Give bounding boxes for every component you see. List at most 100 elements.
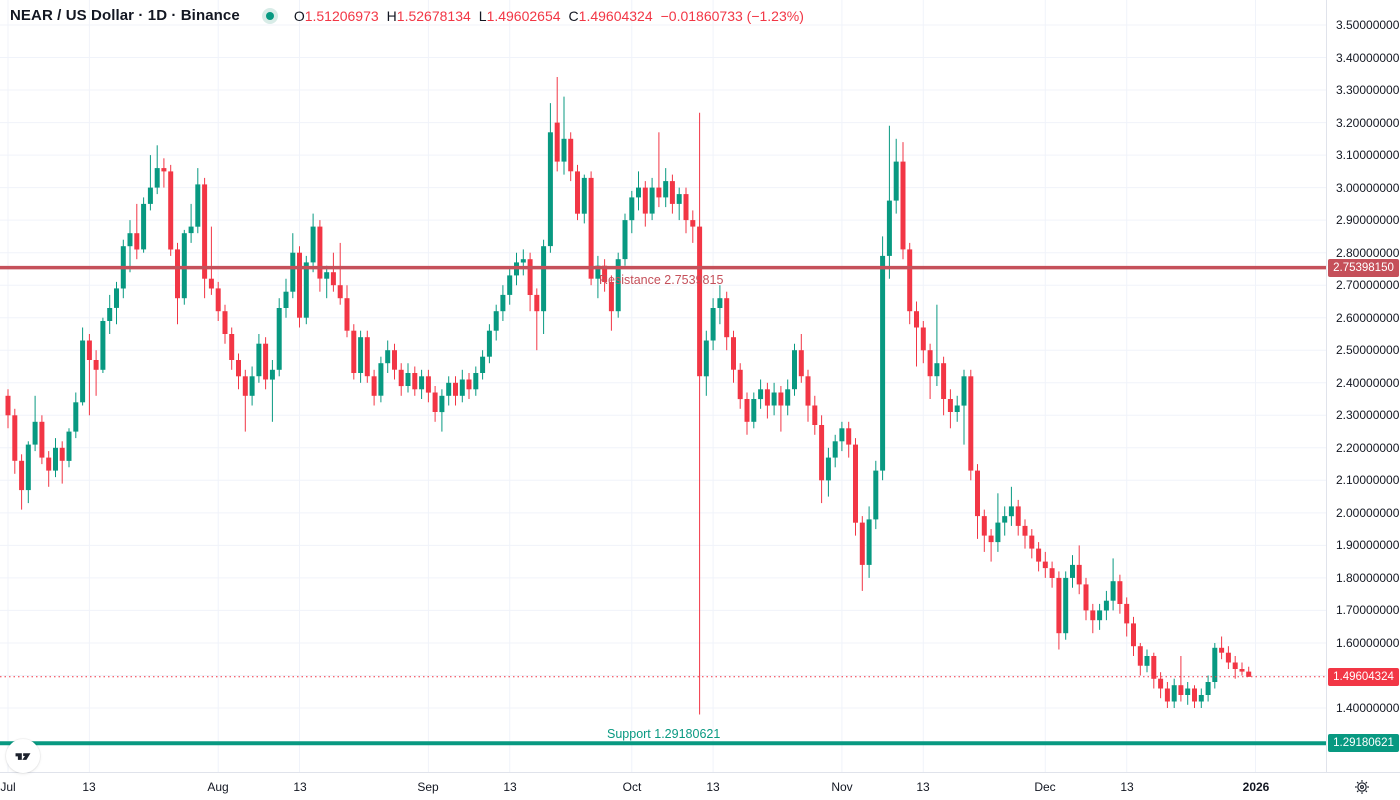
candle[interactable] xyxy=(1246,666,1252,677)
candle[interactable] xyxy=(269,360,275,422)
candle[interactable] xyxy=(880,236,886,481)
candle[interactable] xyxy=(59,441,65,484)
candle[interactable] xyxy=(988,529,994,562)
candle[interactable] xyxy=(1022,519,1028,549)
candle[interactable] xyxy=(215,281,221,321)
candle[interactable] xyxy=(141,197,147,253)
candle[interactable] xyxy=(405,363,411,393)
candle[interactable] xyxy=(629,190,635,234)
candle[interactable] xyxy=(107,294,113,334)
candle[interactable] xyxy=(846,421,852,458)
candle[interactable] xyxy=(1164,682,1170,708)
candle[interactable] xyxy=(317,220,323,292)
candle[interactable] xyxy=(1239,662,1245,676)
candle[interactable] xyxy=(873,460,879,530)
candle[interactable] xyxy=(805,369,811,422)
candle[interactable] xyxy=(242,369,248,432)
candle[interactable] xyxy=(419,369,425,399)
candle[interactable] xyxy=(669,174,675,214)
support-line-label[interactable]: Support 1.29180621 xyxy=(607,727,721,741)
candle[interactable] xyxy=(500,285,506,321)
candle[interactable] xyxy=(622,213,628,266)
candle[interactable] xyxy=(249,366,255,406)
candle[interactable] xyxy=(398,363,404,396)
candle[interactable] xyxy=(947,389,953,429)
candle[interactable] xyxy=(1090,603,1096,634)
candle[interactable] xyxy=(439,389,445,432)
candle[interactable] xyxy=(358,330,364,383)
candle[interactable] xyxy=(812,395,818,435)
candle[interactable] xyxy=(649,177,655,221)
candle[interactable] xyxy=(568,132,574,182)
candle[interactable] xyxy=(731,330,736,383)
candle[interactable] xyxy=(432,386,438,422)
candle[interactable] xyxy=(114,281,119,325)
candle[interactable] xyxy=(981,509,987,552)
candle[interactable] xyxy=(364,330,370,383)
candle[interactable] xyxy=(371,369,377,406)
candle[interactable] xyxy=(19,454,25,510)
candle[interactable] xyxy=(46,451,52,487)
candle[interactable] xyxy=(1185,682,1191,705)
candle[interactable] xyxy=(642,181,648,227)
candle[interactable] xyxy=(73,392,79,439)
candle[interactable] xyxy=(825,447,831,497)
candle[interactable] xyxy=(886,125,892,279)
candle[interactable] xyxy=(1219,636,1225,660)
candle[interactable] xyxy=(859,516,865,591)
candle[interactable] xyxy=(697,112,703,715)
candle[interactable] xyxy=(1036,542,1042,572)
candle[interactable] xyxy=(493,304,499,341)
candle[interactable] xyxy=(412,366,418,396)
candle[interactable] xyxy=(473,366,479,396)
candle[interactable] xyxy=(995,493,1001,552)
candle[interactable] xyxy=(1097,603,1103,630)
candle[interactable] xyxy=(934,304,940,386)
candle[interactable] xyxy=(703,330,709,396)
candle[interactable] xyxy=(683,187,689,234)
candle[interactable] xyxy=(32,395,38,452)
candle[interactable] xyxy=(636,171,641,211)
candle[interactable] xyxy=(927,343,933,399)
candle[interactable] xyxy=(134,203,140,260)
candle[interactable] xyxy=(53,438,58,478)
candle[interactable] xyxy=(575,164,580,221)
candle[interactable] xyxy=(737,363,743,409)
candle[interactable] xyxy=(1056,571,1062,650)
candle[interactable] xyxy=(229,327,235,370)
chart-canvas[interactable] xyxy=(0,0,1327,772)
candle[interactable] xyxy=(1076,545,1082,595)
candle[interactable] xyxy=(602,259,608,292)
candle[interactable] xyxy=(297,246,302,328)
candle[interactable] xyxy=(147,155,153,211)
candle[interactable] xyxy=(263,337,269,390)
candle[interactable] xyxy=(66,428,72,468)
candle[interactable] xyxy=(385,340,391,374)
candle[interactable] xyxy=(486,324,492,364)
candle[interactable] xyxy=(920,321,926,364)
candle[interactable] xyxy=(690,210,696,243)
candle[interactable] xyxy=(168,164,174,256)
candle[interactable] xyxy=(1063,571,1069,640)
candle[interactable] xyxy=(290,233,296,299)
candle[interactable] xyxy=(758,379,764,409)
candle[interactable] xyxy=(195,168,201,234)
candle[interactable] xyxy=(93,350,99,396)
candle[interactable] xyxy=(1124,597,1130,637)
candle[interactable] xyxy=(480,350,486,380)
candle[interactable] xyxy=(561,96,567,175)
candle[interactable] xyxy=(310,213,316,273)
candle[interactable] xyxy=(1198,688,1204,709)
candle[interactable] xyxy=(581,174,587,224)
candle[interactable] xyxy=(907,242,913,325)
candle[interactable] xyxy=(324,265,330,299)
candle[interactable] xyxy=(778,386,784,432)
candle[interactable] xyxy=(1205,675,1211,702)
candle[interactable] xyxy=(819,415,825,504)
candle[interactable] xyxy=(527,252,533,312)
candle[interactable] xyxy=(188,203,194,243)
candle[interactable] xyxy=(975,464,980,539)
candle[interactable] xyxy=(554,77,560,172)
candle[interactable] xyxy=(1029,529,1035,559)
candle[interactable] xyxy=(798,334,804,383)
